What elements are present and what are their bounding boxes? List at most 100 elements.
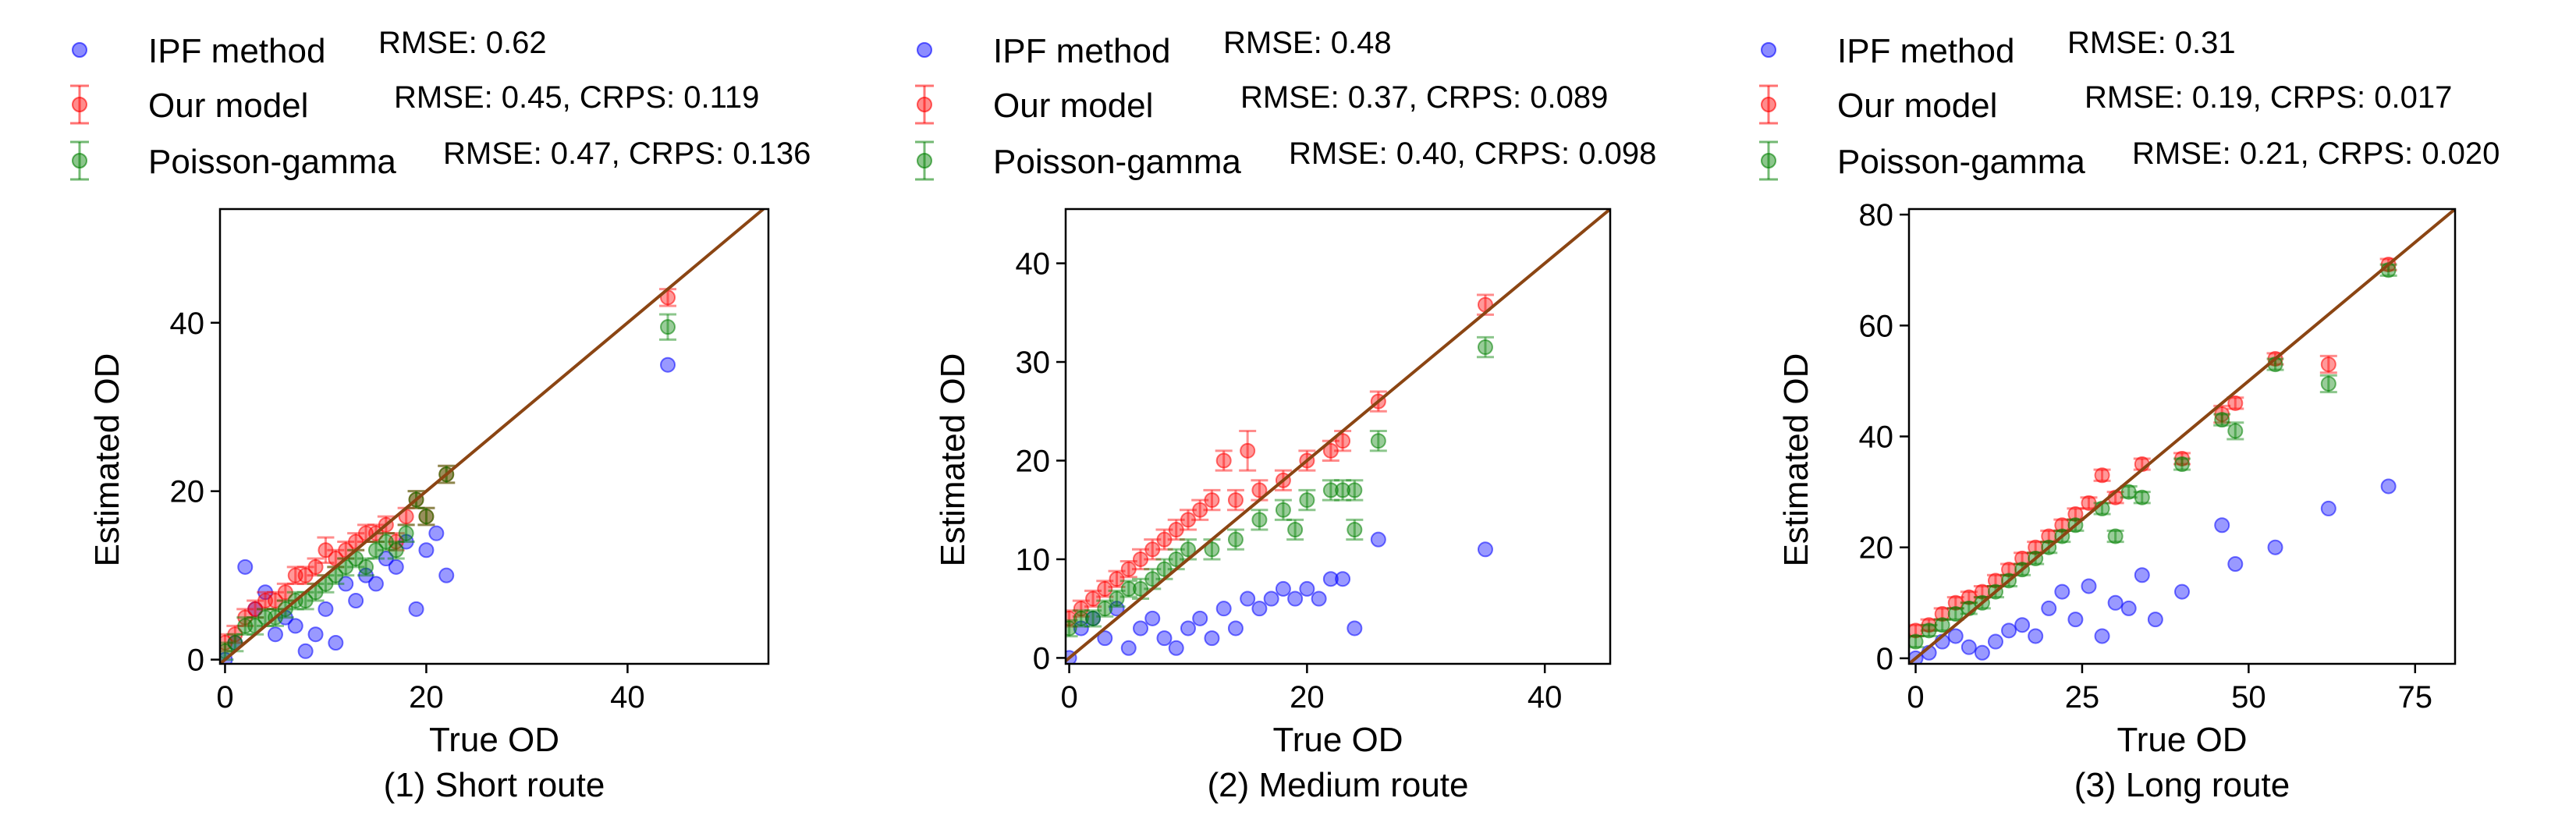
data-point xyxy=(1920,622,1938,639)
data-point xyxy=(1097,630,1113,647)
legend-marker-poisson-gamma xyxy=(915,140,934,181)
data-point xyxy=(2267,539,2283,555)
x-tick-label: 25 xyxy=(2065,680,2100,715)
identity-line xyxy=(1909,209,2455,664)
y-tick-label: 20 xyxy=(1016,444,1051,478)
data-point xyxy=(1096,599,1114,618)
series-ipf-method xyxy=(1909,478,2397,664)
plot-area xyxy=(1066,209,1610,664)
data-point xyxy=(1311,591,1327,607)
data-point xyxy=(2067,612,2084,628)
series-our-model xyxy=(1066,293,1494,628)
legend-label: Poisson-gamma xyxy=(993,143,1241,181)
data-point xyxy=(276,582,294,602)
legend-label: IPF method xyxy=(993,32,1170,70)
data-point xyxy=(417,506,435,527)
legend-marker-poisson-gamma xyxy=(70,140,89,181)
data-point xyxy=(1933,606,1951,622)
data-point xyxy=(2319,374,2337,394)
y-tick-label: 0 xyxy=(1876,642,1893,676)
data-point xyxy=(659,313,677,341)
data-point xyxy=(328,635,344,651)
data-point xyxy=(1287,591,1304,607)
data-point xyxy=(1144,568,1162,591)
data-point xyxy=(1215,601,1232,617)
data-point xyxy=(1155,528,1173,551)
legend-marker-our-model xyxy=(70,84,89,125)
axes-frame xyxy=(218,207,770,665)
x-tick-label: 50 xyxy=(2231,680,2266,715)
data-point xyxy=(367,576,384,592)
data-point xyxy=(2147,612,2163,628)
legend-label: Our model xyxy=(148,87,308,125)
data-point xyxy=(1335,571,1351,587)
data-point xyxy=(2227,395,2244,411)
data-point xyxy=(1322,479,1339,502)
data-point xyxy=(358,567,374,583)
panel-caption: (3) Long route xyxy=(2074,766,2290,804)
data-point xyxy=(1476,335,1494,359)
data-point xyxy=(1299,580,1315,597)
data-point xyxy=(1275,580,1291,597)
data-point xyxy=(2173,450,2191,466)
data-point xyxy=(1920,617,1938,633)
data-point xyxy=(1227,620,1244,637)
data-point xyxy=(1226,528,1244,551)
data-point xyxy=(307,626,324,643)
data-point xyxy=(236,608,254,627)
x-tick-label: 0 xyxy=(216,680,233,715)
data-point xyxy=(1179,538,1197,561)
data-point xyxy=(397,506,415,527)
y-tick-label: 0 xyxy=(1033,641,1050,676)
data-point xyxy=(1156,630,1173,647)
legend-marker-ipf xyxy=(917,42,932,58)
data-point xyxy=(1192,610,1208,626)
legend-metric: RMSE: 0.40, CRPS: 0.098 xyxy=(1289,137,1656,171)
plot-area xyxy=(220,209,765,664)
data-point xyxy=(1167,548,1185,571)
y-axis-label: Estimated OD xyxy=(934,353,972,567)
y-tick-label: 10 xyxy=(1016,543,1051,577)
data-point xyxy=(1263,591,1279,607)
data-point xyxy=(1251,509,1268,531)
y-tick-label: 80 xyxy=(1859,198,1894,232)
data-point xyxy=(1974,644,1990,661)
panel-caption: (1) Short route xyxy=(384,766,605,804)
data-point xyxy=(297,643,314,659)
x-axis-label: True OD xyxy=(1272,721,1403,759)
panel-caption: (2) Medium route xyxy=(1207,766,1468,804)
data-point xyxy=(2027,539,2045,555)
data-point xyxy=(318,601,334,617)
data-point xyxy=(1369,430,1387,452)
data-point xyxy=(1191,498,1209,521)
data-point xyxy=(257,584,274,601)
data-point xyxy=(1132,548,1150,571)
legend-metric: RMSE: 0.37, CRPS: 0.089 xyxy=(1240,80,1608,115)
data-point xyxy=(2120,600,2137,616)
data-point xyxy=(2054,583,2070,600)
data-point xyxy=(307,557,325,577)
y-axis-label: Estimated OD xyxy=(88,353,126,567)
data-point xyxy=(1203,538,1221,561)
data-point xyxy=(1946,606,1964,622)
legend-metric: RMSE: 0.31 xyxy=(2067,26,2236,60)
data-point xyxy=(2380,478,2397,495)
legend-metric: RMSE: 0.47, CRPS: 0.136 xyxy=(443,137,811,171)
data-point xyxy=(1226,488,1244,512)
data-point xyxy=(1987,633,2003,650)
data-point xyxy=(348,593,364,609)
legend-metric: RMSE: 0.62 xyxy=(378,26,547,60)
data-point xyxy=(1298,488,1316,512)
data-point xyxy=(2106,528,2124,544)
legend-marker-poisson-gamma xyxy=(1759,140,1778,181)
data-point xyxy=(317,536,335,564)
data-point xyxy=(1251,601,1268,617)
data-point xyxy=(2173,456,2191,473)
data-point xyxy=(2214,517,2230,534)
data-point xyxy=(2133,489,2151,505)
data-point xyxy=(1144,610,1161,626)
legend-label: Poisson-gamma xyxy=(1837,143,2085,181)
data-point xyxy=(266,591,284,611)
axes-frame xyxy=(1064,207,1612,665)
